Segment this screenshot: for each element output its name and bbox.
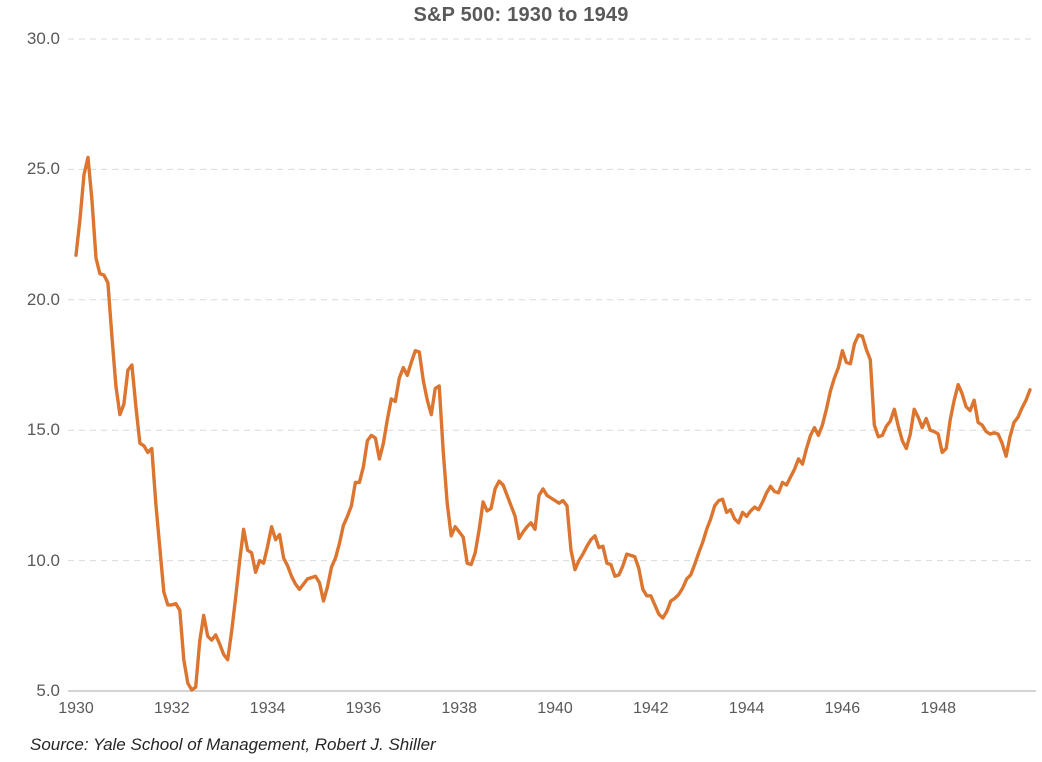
y-tick-label-20.0: 20.0 xyxy=(26,289,60,309)
x-tick-label-1934: 1934 xyxy=(249,700,286,717)
x-tick-label-1944: 1944 xyxy=(728,700,765,717)
y-tick-label-30.0: 30.0 xyxy=(26,29,60,48)
y-tick-label-10.0: 10.0 xyxy=(26,550,60,570)
y-tick-label-25.0: 25.0 xyxy=(26,159,60,179)
y-tick-label-15.0: 15.0 xyxy=(26,420,60,440)
source-note: Source: Yale School of Management, Rober… xyxy=(30,735,436,754)
x-tick-label-1932: 1932 xyxy=(154,700,190,717)
x-tick-label-1930: 1930 xyxy=(58,700,94,717)
x-tick-label-1946: 1946 xyxy=(824,700,861,717)
chart-title: S&P 500: 1930 to 1949 xyxy=(413,4,629,26)
x-tick-label-1940: 1940 xyxy=(537,700,573,717)
gridlines xyxy=(68,38,1036,692)
x-tick-label-1936: 1936 xyxy=(345,700,382,717)
x-tick-label-1942: 1942 xyxy=(632,700,669,717)
y-tick-label-5.0: 5.0 xyxy=(36,681,60,700)
x-tick-label-1938: 1938 xyxy=(441,700,477,717)
sp500-line-series xyxy=(74,155,1032,692)
x-tick-label-1948: 1948 xyxy=(920,700,956,717)
